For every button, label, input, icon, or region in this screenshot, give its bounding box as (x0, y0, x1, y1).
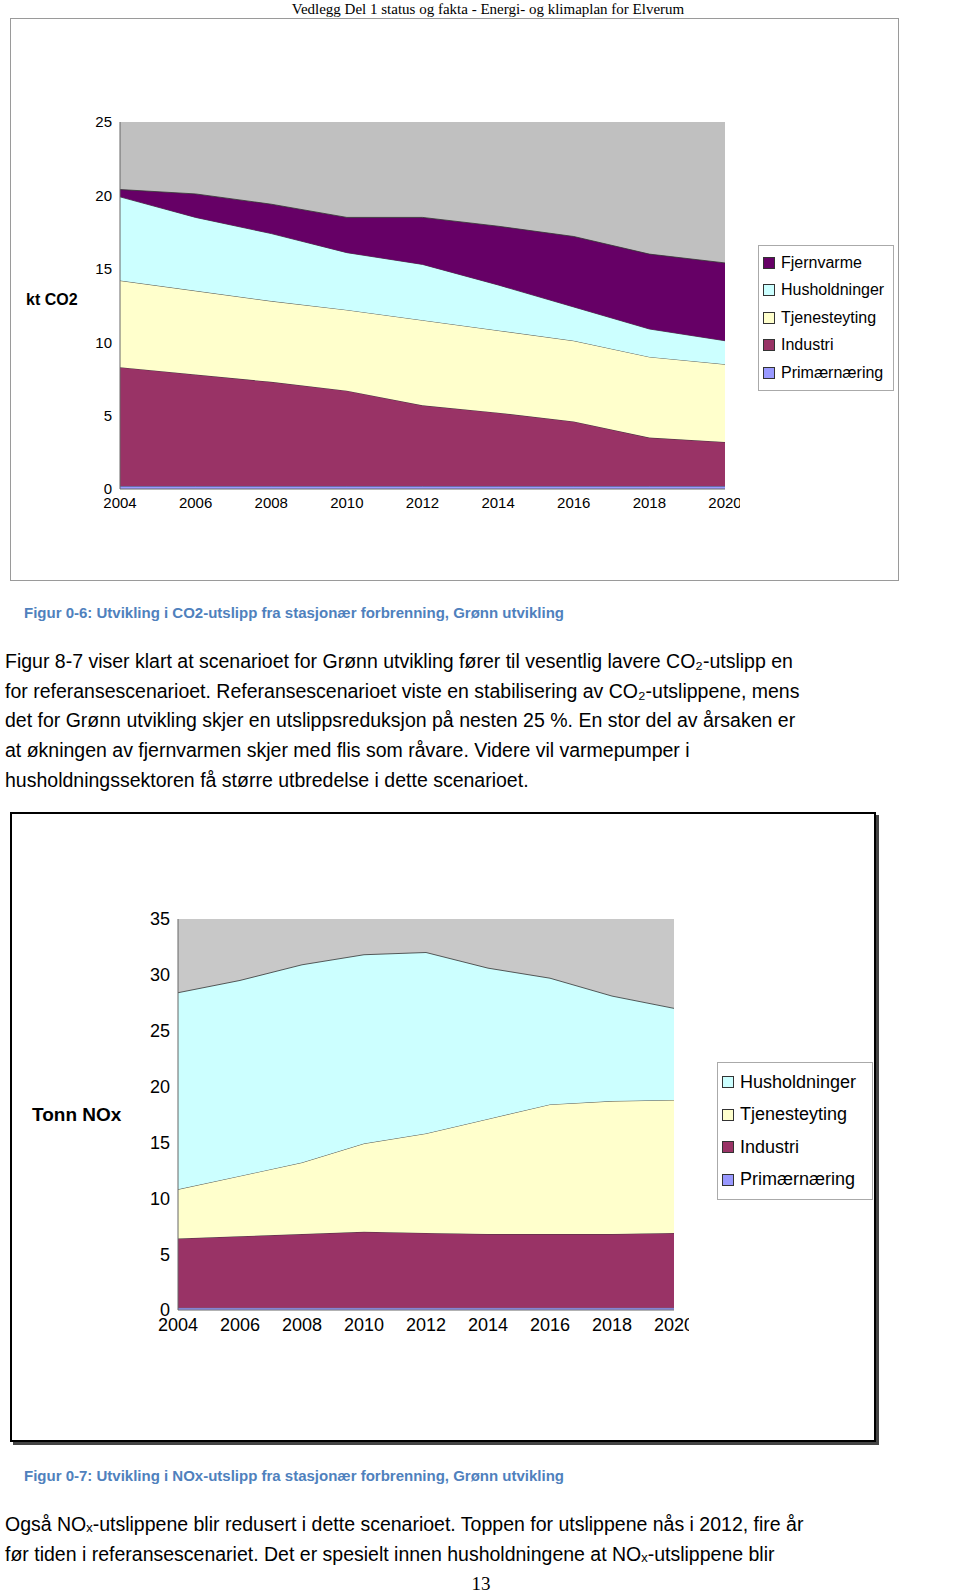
svg-text:2014: 2014 (481, 494, 514, 511)
svg-text:2010: 2010 (330, 494, 363, 511)
html-text:Industri: Industri (740, 1136, 799, 1157)
svg-text:2008: 2008 (282, 1315, 322, 1335)
svg-text:2016: 2016 (557, 494, 590, 511)
html-text:13: 13 (471, 1573, 491, 1594)
html-text:Tjenesteyting: Tjenesteyting (781, 308, 877, 326)
svg-text:2008: 2008 (255, 494, 288, 511)
svg-text:5: 5 (104, 407, 112, 424)
html-text:det for Grønn utvikling skjer: det for Grønn utvikling skjer en utslipp… (5, 709, 796, 732)
html-text:Figur 0-6: Utvikling i CO2-uts: Figur 0-6: Utvikling i CO2-utslipp fra s… (24, 604, 564, 621)
html-text:Figur 0-7: Utvikling i NOx-uts: Figur 0-7: Utvikling i NOx-utslipp fra s… (24, 1467, 564, 1484)
svg-text:25: 25 (150, 1021, 170, 1041)
html-text:Vedlegg Del 1 status og fakta: Vedlegg Del 1 status og fakta - Energi- … (291, 1, 685, 17)
html-text:for referansescenarioet. Refer: for referansescenarioet. Referansescenar… (5, 679, 800, 702)
html-text:Tonn NOx: Tonn NOx (32, 1104, 122, 1125)
html-text:Industri: Industri (781, 336, 834, 354)
html-text:Husholdninger: Husholdninger (781, 281, 885, 299)
svg-text:0: 0 (160, 1300, 170, 1320)
html-text:Primærnæring: Primærnæring (740, 1169, 855, 1190)
html-text:Primærnæring: Primærnæring (781, 363, 884, 381)
svg-text:2012: 2012 (406, 1315, 446, 1335)
html-text:Fjernvarme: Fjernvarme (781, 253, 862, 271)
svg-text:2010: 2010 (344, 1315, 384, 1335)
svg-text:2018: 2018 (592, 1315, 632, 1335)
svg-text:0: 0 (104, 480, 112, 497)
svg-text:2014: 2014 (468, 1315, 508, 1335)
svg-text:10: 10 (150, 1189, 170, 1209)
svg-text:2006: 2006 (179, 494, 212, 511)
html-text:før tiden i referansescenariet: før tiden i referansescenariet. Det er s… (5, 1542, 775, 1565)
svg-text:2004: 2004 (103, 493, 137, 511)
svg-text:10: 10 (95, 334, 112, 351)
html-text:husholdningssektoren få større: husholdningssektoren få større utbredels… (5, 768, 529, 791)
svg-text:30: 30 (150, 965, 170, 985)
svg-text:35: 35 (150, 909, 170, 929)
html-text:at økningen av fjernvarmen skj: at økningen av fjernvarmen skjer med fli… (5, 739, 690, 762)
svg-text:2004: 2004 (158, 1314, 198, 1335)
html-text:Også NOₓ-utslippene blir redus: Også NOₓ-utslippene blir redusert i dett… (5, 1513, 804, 1535)
html-text:kt CO2: kt CO2 (26, 291, 78, 308)
svg-text:15: 15 (95, 260, 112, 277)
svg-text:2020: 2020 (654, 1315, 689, 1335)
svg-text:2006: 2006 (220, 1315, 260, 1335)
html-text:Husholdninger: Husholdninger (740, 1071, 857, 1092)
html-text:Tjenesteyting: Tjenesteyting (740, 1104, 848, 1125)
svg-text:2012: 2012 (406, 494, 439, 511)
html-text:Figur 8-7 viser klart at scena: Figur 8-7 viser klart at scenarioet for … (5, 650, 793, 672)
svg-text:25: 25 (95, 113, 112, 130)
svg-text:2020: 2020 (708, 494, 740, 511)
svg-text:20: 20 (150, 1077, 170, 1097)
svg-text:20: 20 (95, 187, 112, 204)
svg-text:2016: 2016 (530, 1315, 570, 1335)
svg-text:15: 15 (150, 1133, 170, 1153)
svg-text:2018: 2018 (633, 494, 666, 511)
svg-text:5: 5 (160, 1245, 170, 1265)
